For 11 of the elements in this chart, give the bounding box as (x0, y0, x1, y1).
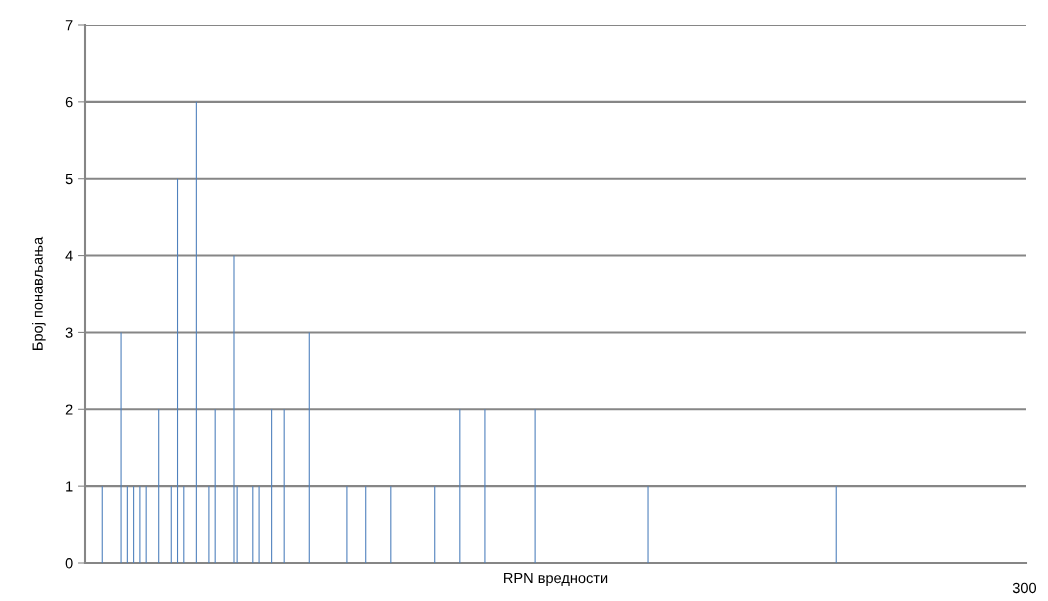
y-tick-label: 4 (65, 250, 73, 261)
y-tick-label: 7 (65, 20, 73, 31)
x-axis-title: RPN вредности (504, 572, 608, 587)
y-tick-label: 3 (65, 327, 73, 338)
x-tick-label: 300 (1012, 582, 1037, 594)
y-tick-label: 0 (65, 558, 73, 569)
y-tick-label: 5 (65, 173, 73, 185)
y-tick-label: 1 (66, 481, 73, 492)
y-tick-label: 6 (65, 96, 73, 108)
y-axis-title: Број понављања (32, 236, 46, 350)
y-tick-label: 2 (65, 404, 73, 415)
